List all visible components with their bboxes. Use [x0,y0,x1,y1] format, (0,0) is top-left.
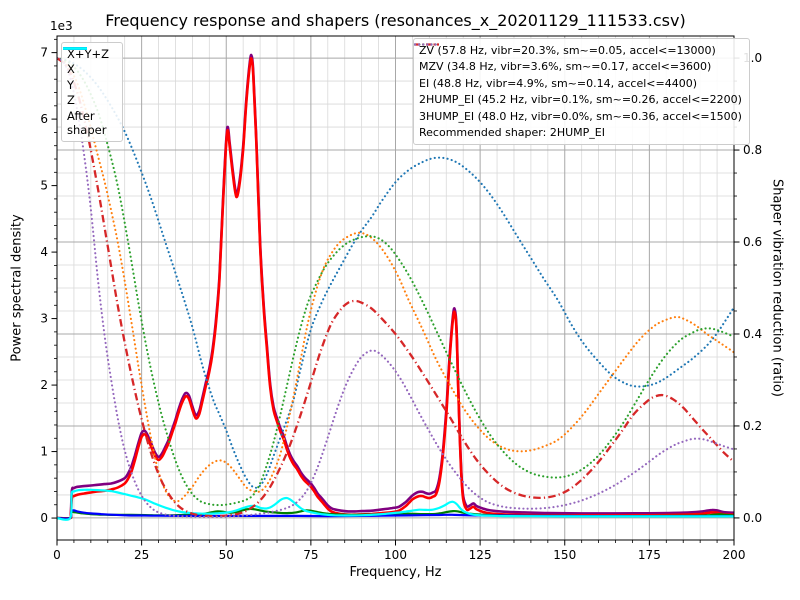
legend-item-after: After shaper [63,47,115,138]
series-group [57,53,734,521]
series-curve-hump3 [57,57,734,519]
x-axis-label: Frequency, Hz [349,565,442,580]
legend-item-x: X [63,47,115,77]
series-curve-hump2 [57,57,734,518]
legend-item-label: After shaper [67,108,107,137]
legend-item-label: X [67,62,75,77]
y-left-tick-label: 6 [40,112,48,126]
y-right-tick-label: 0.8 [743,143,762,157]
legend-item-label: Z [67,93,75,108]
y-axis-right-label: Shaper vibration reduction (ratio) [769,179,785,397]
y-left-tick-label: 7 [40,46,48,60]
series-curve-ei [57,57,734,507]
legend-swatch-none [414,39,440,50]
x-tick-label: 150 [553,548,576,562]
legend-swatch-hump3 [414,43,440,46]
chart-title: Frequency response and shapers (resonanc… [105,11,686,30]
legend-psd: X+Y+Z X Y Z After shaper [61,42,123,143]
y-right-tick-label: 0.2 [743,419,762,433]
y-right-tick-label: 0.4 [743,327,762,341]
x-tick-label: 25 [134,548,149,562]
y-left-tick-label: 2 [40,378,48,392]
legend-item-label: EI (48.8 Hz, vibr=4.9%, sm~=0.14, accel<… [419,76,697,90]
x-tick-label: 0 [53,548,61,562]
x-tick-label: 75 [303,548,318,562]
legend-item-label: 3HUMP_EI (48.0 Hz, vibr=0.0%, sm~=0.36, … [419,109,742,123]
x-tick-label: 200 [723,548,746,562]
legend-shapers: ZV (57.8 Hz, vibr=20.3%, sm~=0.05, accel… [413,38,750,146]
y-axis-left-label: Power spectral density [9,214,25,362]
y-left-tick-label: 4 [40,245,48,259]
y-left-tick-label: 3 [40,312,48,326]
legend-item-hump2: 2HUMP_EI (45.2 Hz, vibr=0.1%, sm~=0.26, … [415,43,742,107]
legend-swatch-after [63,47,87,50]
legend-item-label: 2HUMP_EI (45.2 Hz, vibr=0.1%, sm~=0.26, … [419,93,742,107]
legend-item-hump3: 3HUMP_EI (48.0 Hz, vibr=0.0%, sm~=0.36, … [414,43,742,124]
legend-item-label: Y [67,77,75,92]
x-tick-label: 125 [469,548,492,562]
x-tick-label: 50 [219,548,234,562]
y-axis-offset-label: 1e3 [50,19,73,33]
legend-item-mzv: MZV (34.8 Hz, vibr=3.6%, sm~=0.17, accel… [414,43,742,74]
y-right-tick-label: 0.6 [743,235,762,249]
legend-item-label: X+Y+Z [67,47,110,61]
y-left-tick-label: 1 [40,445,48,459]
legend-item-zv: ZV (57.8 Hz, vibr=20.3%, sm~=0.05, accel… [414,43,742,58]
legend-item-y: Y [63,47,115,92]
legend-item-label: ZV (57.8 Hz, vibr=20.3%, sm~=0.05, accel… [419,44,716,57]
legend-item-note: Recommended shaper: 2HUMP_EI [419,125,742,140]
x-tick-label: 175 [638,548,661,562]
series-curve-after [57,488,734,521]
x-tick-label: 100 [384,548,407,562]
y-left-tick-label: 5 [40,179,48,193]
legend-item-ei: EI (48.8 Hz, vibr=4.9%, sm~=0.14, accel<… [414,43,742,91]
series-curve-zv [57,57,734,489]
legend-item-label: MZV (34.8 Hz, vibr=3.6%, sm~=0.17, accel… [419,60,712,74]
y-right-tick-label: 0.0 [743,511,762,525]
legend-item-z: Z [63,47,115,108]
y-left-tick-label: 0 [40,511,48,525]
legend-item-label: Recommended shaper: 2HUMP_EI [419,125,605,139]
